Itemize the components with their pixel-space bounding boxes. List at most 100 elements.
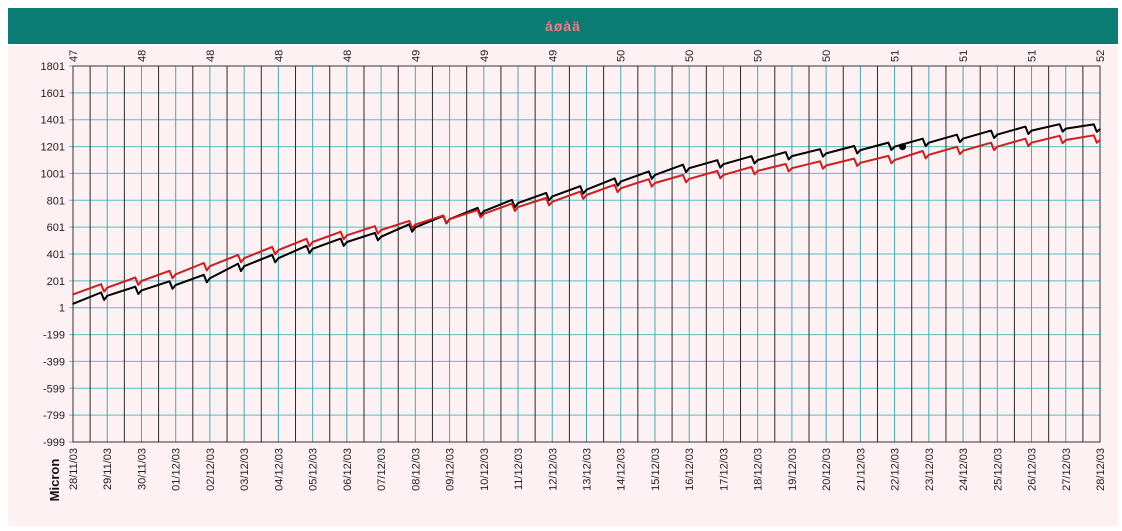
y-tick-label: 601 [47, 222, 65, 234]
y-tick-label: 1401 [41, 115, 65, 127]
series-black-point [893, 145, 896, 148]
y-tick-label: -799 [43, 410, 65, 422]
series-red-point [243, 257, 245, 259]
y-tick-label: -999 [43, 437, 65, 449]
x-tick-label: 24/12/03 [958, 448, 970, 491]
x-tick-label: 04/12/03 [273, 448, 285, 491]
series-red-point [619, 187, 622, 190]
series-black-point [209, 277, 211, 280]
x-tick-label: 08/12/03 [410, 448, 422, 491]
series-red-point [517, 206, 519, 208]
top-week-label: 50 [684, 50, 696, 62]
series-red-point [483, 213, 485, 215]
x-tick-label: 03/12/03 [239, 448, 251, 491]
y-tick-label: 801 [47, 195, 65, 207]
x-tick-label: 23/12/03 [924, 448, 936, 491]
x-tick-label: 26/12/03 [1027, 448, 1039, 491]
plot-border [72, 65, 1101, 443]
top-week-label: 48 [273, 50, 285, 62]
x-tick-label: 18/12/03 [753, 448, 765, 491]
series-black-point [1064, 127, 1067, 130]
x-tick-label: 13/12/03 [582, 448, 594, 491]
top-week-label: 49 [410, 50, 422, 62]
y-tick-label: 1 [59, 303, 65, 315]
x-tick-label: 11/12/03 [513, 448, 525, 490]
x-tick-label: 09/12/03 [445, 448, 457, 491]
x-tick-label: 05/12/03 [308, 448, 320, 491]
x-tick-label: 28/12/03 [1095, 448, 1107, 491]
series-red-point [688, 178, 690, 180]
x-tick-label: 29/11/03 [102, 448, 114, 490]
series-red-point [174, 273, 177, 276]
series-black-point [414, 226, 417, 229]
series-red-point [414, 223, 417, 226]
x-tick-label: 20/12/03 [821, 448, 833, 491]
x-tick-label: 06/12/03 [342, 448, 354, 491]
x-tick-label: 21/12/03 [855, 448, 867, 491]
y-tick-label: 401 [47, 249, 65, 261]
series-black-point [483, 210, 485, 212]
series-red-point [311, 241, 314, 243]
series-black-point [174, 284, 177, 286]
series-black-point [585, 188, 588, 191]
x-tick-label: 25/12/03 [992, 448, 1004, 491]
chart-header-bar: áøàä [8, 8, 1118, 44]
top-week-label: 51 [958, 50, 970, 62]
series-black-point [277, 257, 280, 259]
top-week-label: 51 [890, 50, 902, 62]
x-tick-label: 27/12/03 [1061, 448, 1073, 491]
line-chart: 1801 1601 1401 1201 1001 801 601 401 201 1 -199 -39… [41, 50, 1107, 502]
top-week-label: 50 [616, 50, 628, 62]
x-tick-label: 07/12/03 [376, 448, 388, 491]
series-red-point [585, 194, 588, 196]
top-week-label: 47 [68, 50, 80, 62]
series-red-point [209, 265, 211, 268]
series-black-point [346, 241, 348, 243]
top-week-label: 49 [479, 50, 491, 62]
x-tick-label: 15/12/03 [650, 448, 662, 491]
series-red-point [346, 234, 348, 237]
series-red-point [825, 164, 827, 167]
series-red-point [893, 159, 896, 161]
series-red-point [654, 182, 656, 184]
y-tick-label: -399 [43, 356, 65, 368]
top-week-label: 50 [821, 50, 833, 62]
series-red-point [448, 218, 451, 221]
series-black-point [756, 159, 759, 161]
series-black-point [1030, 129, 1033, 132]
x-tick-label: 16/12/03 [684, 448, 696, 491]
series-black-point [928, 141, 930, 144]
y-tick-label: 201 [47, 276, 65, 288]
y-tick-label: 1201 [41, 142, 65, 154]
series-red-point [1099, 139, 1101, 141]
series-black-point [311, 247, 314, 250]
series-black-point [380, 235, 382, 238]
chart-panel: 1801 1601 1401 1201 1001 801 601 401 201 1 -199 -39… [8, 46, 1118, 526]
top-week-label: 48 [136, 50, 148, 62]
x-tick-label: 30/11/03 [136, 448, 148, 490]
x-tick-label: 22/12/03 [890, 448, 902, 491]
series-black-point [722, 163, 725, 165]
series-red-point [928, 153, 930, 156]
series-red-point [791, 167, 793, 169]
series-red-point [106, 286, 109, 289]
series-black-point [72, 303, 74, 305]
series-black-point [140, 289, 143, 292]
x-tick-label: 10/12/03 [479, 448, 491, 491]
series-red-point [962, 149, 964, 152]
top-week-label: 48 [342, 50, 354, 62]
y-tick-label: -199 [43, 330, 65, 342]
x-tick-label: 12/12/03 [547, 448, 559, 491]
series-red-point [277, 249, 280, 251]
series-black-point [654, 174, 656, 176]
series-black-point [243, 265, 245, 268]
top-week-label: 51 [1027, 50, 1039, 62]
series-black-point [825, 152, 827, 155]
series-black-point [996, 133, 999, 136]
y-tick-label: 1801 [41, 61, 65, 73]
series-red-point [996, 145, 999, 148]
series-black-point [619, 180, 622, 183]
y-tick-label: 1001 [41, 168, 65, 180]
y-axis-label: Micron [47, 459, 62, 502]
x-tick-label: 17/12/03 [718, 448, 730, 491]
